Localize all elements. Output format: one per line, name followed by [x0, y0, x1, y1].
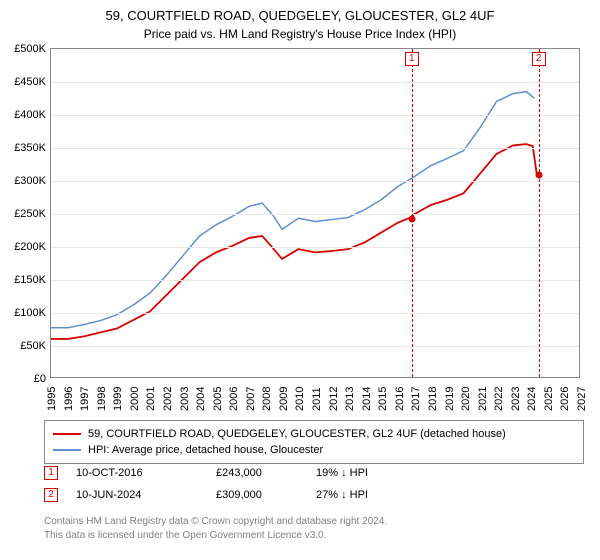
legend-label: 59, COURTFIELD ROAD, QUEDGELEY, GLOUCEST… [88, 428, 506, 440]
chart-lines [51, 49, 579, 377]
x-axis-label: 2024 [526, 387, 538, 411]
annotation-row: 2 10-JUN-2024£309,00027% ↓ HPI [44, 484, 584, 506]
x-axis-label: 2016 [394, 387, 406, 411]
annotation-number-badge: 2 [44, 488, 58, 502]
y-axis-label: £300K [14, 175, 46, 187]
x-axis-label: 2020 [460, 387, 472, 411]
annotation-date: 10-JUN-2024 [76, 489, 216, 501]
transaction-marker-line [539, 49, 540, 377]
x-axis-label: 2022 [493, 387, 505, 411]
transaction-annotations: 1 10-OCT-2016£243,00019% ↓ HPI 2 10-JUN-202… [44, 462, 584, 506]
x-axis-label: 1997 [79, 387, 91, 411]
x-axis-label: 2010 [294, 387, 306, 411]
y-axis-label: £350K [14, 142, 46, 154]
footer: Contains HM Land Registry data © Crown c… [44, 515, 584, 542]
x-axis-label: 2013 [344, 387, 356, 411]
x-axis-label: 2018 [427, 387, 439, 411]
x-axis-label: 1998 [96, 387, 108, 411]
y-axis-label: £150K [14, 274, 46, 286]
x-axis-label: 2019 [444, 387, 456, 411]
x-axis-label: 2023 [510, 387, 522, 411]
legend-row: 59, COURTFIELD ROAD, QUEDGELEY, GLOUCEST… [53, 426, 575, 442]
annotation-price: £309,000 [216, 489, 316, 501]
annotation-number-badge: 1 [44, 466, 58, 480]
annotation-date: 10-OCT-2016 [76, 467, 216, 479]
x-axis-label: 2021 [477, 387, 489, 411]
annotation-diff: 19% ↓ HPI [316, 467, 456, 479]
legend-row: HPI: Average price, detached house, Glou… [53, 442, 575, 458]
legend-label: HPI: Average price, detached house, Glou… [88, 444, 323, 456]
x-axis-label: 2004 [195, 387, 207, 411]
transaction-point [408, 215, 415, 222]
x-axis-label: 2003 [179, 387, 191, 411]
transaction-point [535, 172, 542, 179]
x-axis-label: 2017 [410, 387, 422, 411]
annotation-price: £243,000 [216, 467, 316, 479]
series-hpi [51, 92, 534, 328]
x-axis-label: 2000 [129, 387, 141, 411]
transaction-number-badge: 1 [405, 52, 419, 66]
y-axis-label: £50K [20, 340, 46, 352]
x-axis-label: 2007 [245, 387, 257, 411]
chart-title: 59, COURTFIELD ROAD, QUEDGELEY, GLOUCEST… [0, 0, 600, 23]
legend: 59, COURTFIELD ROAD, QUEDGELEY, GLOUCEST… [44, 420, 584, 464]
chart-plot-area: £0£50K£100K£150K£200K£250K£300K£350K£400… [50, 48, 580, 378]
annotation-diff: 27% ↓ HPI [316, 489, 456, 501]
x-axis-label: 2008 [261, 387, 273, 411]
x-axis-label: 1996 [63, 387, 75, 411]
y-axis-label: £0 [34, 373, 46, 385]
y-axis-label: £450K [14, 76, 46, 88]
x-axis-label: 2025 [543, 387, 555, 411]
y-axis-label: £250K [14, 208, 46, 220]
x-axis-label: 2006 [228, 387, 240, 411]
x-axis-label: 1999 [112, 387, 124, 411]
x-axis-label: 2002 [162, 387, 174, 411]
annotation-row: 1 10-OCT-2016£243,00019% ↓ HPI [44, 462, 584, 484]
chart-subtitle: Price paid vs. HM Land Registry's House … [0, 23, 600, 41]
footer-line-2: This data is licensed under the Open Gov… [44, 529, 584, 543]
legend-swatch [53, 449, 81, 451]
footer-line-1: Contains HM Land Registry data © Crown c… [44, 515, 584, 529]
x-axis-label: 2005 [212, 387, 224, 411]
x-axis-label: 2014 [361, 387, 373, 411]
y-axis-label: £500K [14, 43, 46, 55]
transaction-number-badge: 2 [532, 52, 546, 66]
transaction-marker-line [412, 49, 413, 377]
x-axis-label: 2001 [145, 387, 157, 411]
y-axis-label: £100K [14, 307, 46, 319]
x-axis-label: 2027 [576, 387, 588, 411]
x-axis-label: 2009 [278, 387, 290, 411]
y-axis-label: £200K [14, 241, 46, 253]
x-axis-label: 2012 [328, 387, 340, 411]
x-axis-label: 2015 [377, 387, 389, 411]
x-axis-label: 2011 [311, 387, 323, 411]
y-axis-label: £400K [14, 109, 46, 121]
x-axis-label: 2026 [559, 387, 571, 411]
x-axis-label: 1995 [46, 387, 58, 411]
legend-swatch [53, 433, 81, 435]
